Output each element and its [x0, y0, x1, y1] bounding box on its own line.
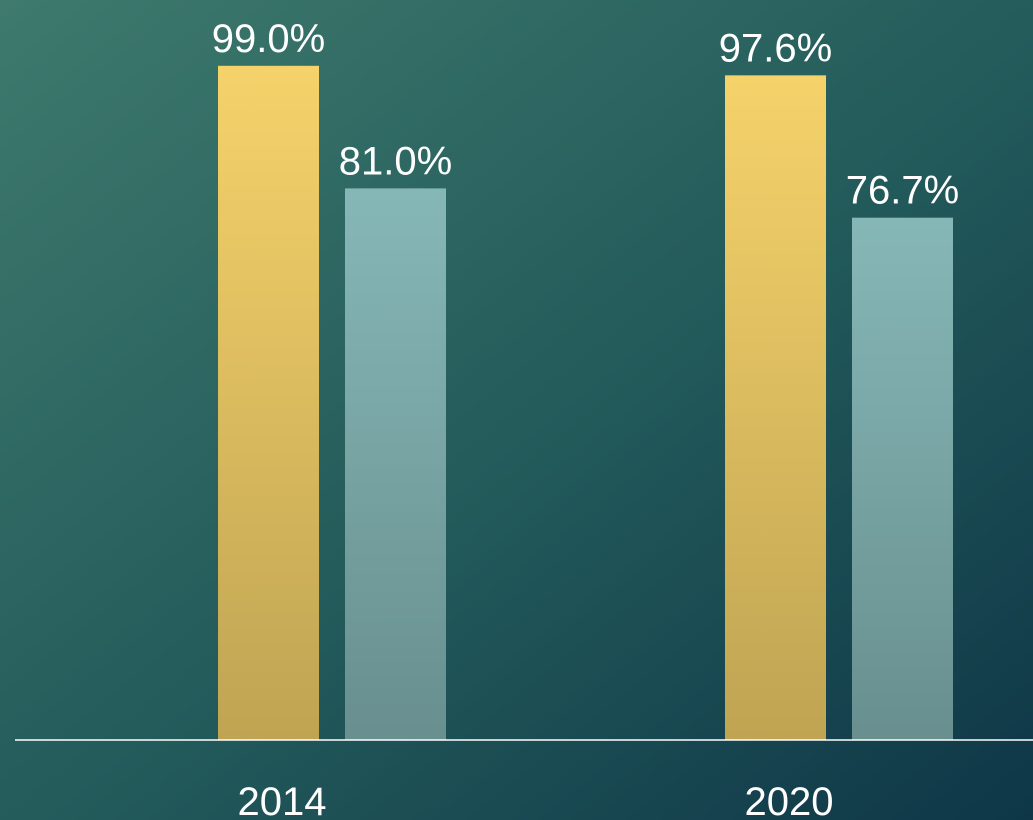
value-label: 76.7% — [846, 169, 959, 213]
bar — [852, 217, 953, 741]
x-tick-label: 2020 — [745, 780, 834, 820]
bar — [725, 75, 826, 741]
x-tick-label: 2014 — [238, 780, 327, 820]
value-label: 97.6% — [719, 26, 832, 70]
value-label: 81.0% — [339, 139, 452, 183]
bar — [218, 65, 319, 740]
bar — [345, 188, 446, 740]
value-label: 99.0% — [212, 17, 325, 61]
